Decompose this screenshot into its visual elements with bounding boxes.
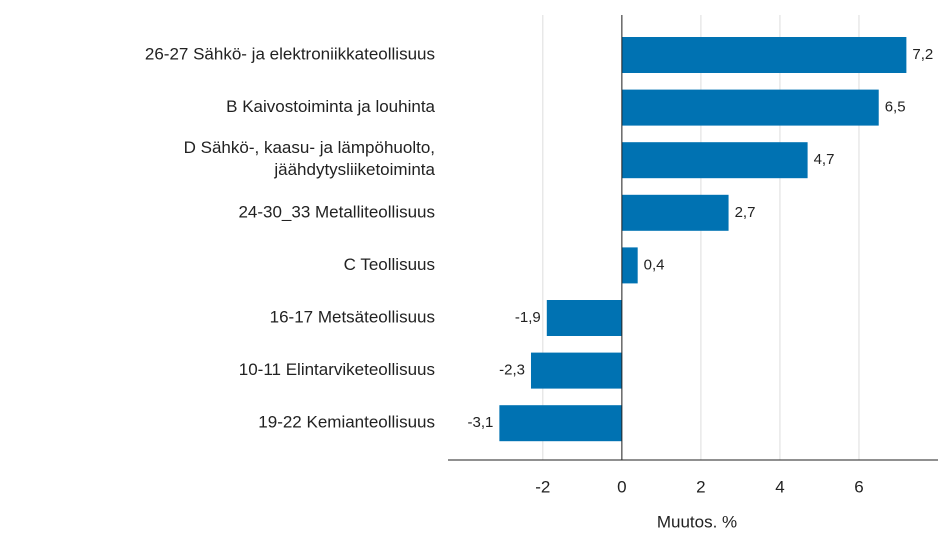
bar: [546, 300, 622, 336]
bar: [621, 142, 808, 179]
value-label: 7,2: [912, 46, 933, 63]
y-tick-label: 26-27 Sähkö- ja elektroniikkateollisuus: [145, 44, 435, 63]
x-tick-label: 6: [854, 477, 863, 496]
y-tick-label: 24-30_33 Metalliteollisuus: [238, 202, 435, 221]
value-label: 2,7: [735, 204, 756, 221]
bar: [621, 194, 729, 231]
y-tick-label: 16-17 Metsäteollisuus: [270, 307, 435, 326]
y-tick-label: D Sähkö-, kaasu- ja lämpöhuolto, jäähdyty…: [184, 139, 436, 180]
y-tick-label: 19-22 Kemianteollisuus: [258, 413, 435, 432]
x-tick-label: 0: [617, 477, 626, 496]
bar: [621, 89, 879, 126]
x-tick-label: 2: [696, 477, 705, 496]
value-label: -2,3: [499, 362, 525, 379]
value-label: 6,5: [885, 99, 906, 116]
value-label: -3,1: [468, 414, 494, 431]
x-tick-label: -2: [535, 477, 550, 496]
value-label: 0,4: [644, 256, 665, 273]
y-tick-label: C Teollisuus: [344, 255, 435, 274]
y-tick-label: B Kaivostoiminta ja louhinta: [226, 97, 435, 116]
x-tick-label: 4: [775, 477, 784, 496]
bar: [530, 352, 622, 389]
bar: [621, 247, 638, 284]
bar: [621, 37, 907, 73]
bar: [499, 405, 622, 442]
y-tick-label: 10-11 Elintarviketeollisuus: [239, 360, 435, 379]
x-axis-title: Muutos. %: [657, 512, 737, 531]
value-label: -1,9: [515, 309, 541, 326]
value-label: 4,7: [814, 151, 835, 168]
